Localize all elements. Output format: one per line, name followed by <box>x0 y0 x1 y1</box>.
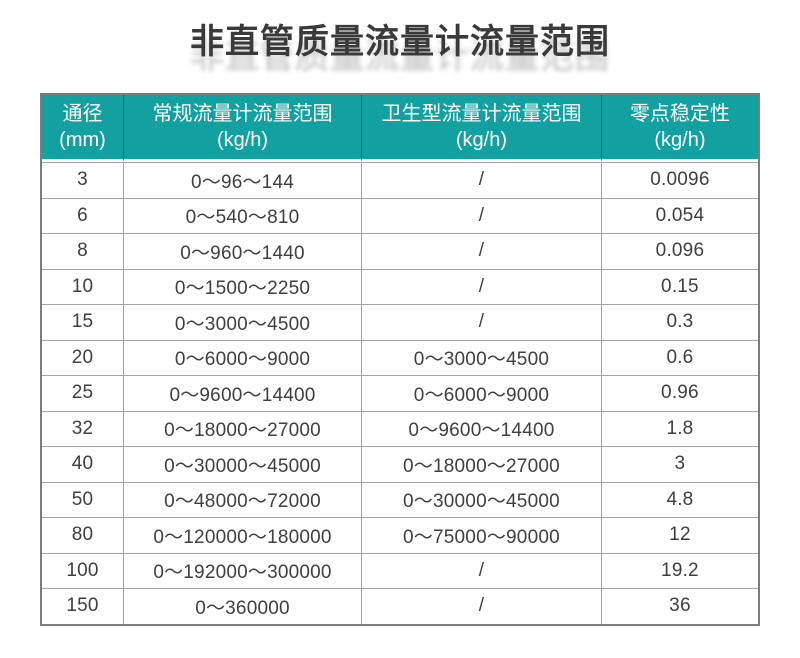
table-cell: 0.6 <box>601 339 758 375</box>
table-cell: 0.0096 <box>601 162 758 198</box>
table-cell: 0～96～144 <box>123 162 363 198</box>
table-cell: 8 <box>42 233 124 269</box>
table-cell: 0～30000～45000 <box>123 446 363 482</box>
header-label-line2: (kg/h) <box>654 129 706 151</box>
table-cell: 0～48000～72000 <box>123 481 363 517</box>
header-label-line2: (mm) <box>59 129 106 151</box>
table-cell: 0～75000～90000 <box>362 517 602 553</box>
table-cell: 19.2 <box>601 552 758 588</box>
table-cell: / <box>362 162 602 198</box>
header-label-line2: (kg/h) <box>216 129 269 151</box>
table-cell: 0～540～810 <box>123 197 363 233</box>
table-cell: 0～192000～300000 <box>123 552 363 588</box>
table-cell: 0～9600～14400 <box>123 375 363 411</box>
header-label-line2: (kg/h) <box>455 129 508 151</box>
table-row: 6 0～540～810/0.054 <box>42 197 758 233</box>
table-cell: / <box>362 268 602 304</box>
table-cell: 0～360000 <box>123 588 363 624</box>
table-cell: 0～18000～27000 <box>362 446 602 482</box>
header-cell-sanitary-range: 卫生型流量计流量范围 (kg/h) <box>362 95 602 162</box>
table-cell: 32 <box>42 410 124 446</box>
table-cell: 0.096 <box>601 233 758 269</box>
header-cell-standard-range: 常规流量计流量范围 (kg/h) <box>123 95 363 162</box>
table-cell: 3 <box>42 162 124 198</box>
table-cell: 1.8 <box>601 410 758 446</box>
table-row: 8 0～960～1440/0.096 <box>42 233 758 269</box>
header-label-line1: 卫生型流量计流量范围 <box>381 103 582 125</box>
table-cell: / <box>362 197 602 233</box>
table-row: 40 0～30000～45000 0～18000～27000 3 <box>42 446 758 482</box>
page-title: 非直管质量流量计流量范围 <box>190 23 610 61</box>
flow-range-table-grid: 通径 (mm) 常规流量计流量范围 (kg/h) 卫生型流量计流量范围 (kg/… <box>42 95 758 624</box>
table-cell: 50 <box>42 481 124 517</box>
table-cell: 6 <box>42 197 124 233</box>
table-row: 32 0～18000～27000 0～9600～14400 1.8 <box>42 410 758 446</box>
table-row: 20 0～6000～9000 0～3000～4500 0.6 <box>42 339 758 375</box>
table-row: 50 0～48000～72000 0～30000～45000 4.8 <box>42 481 758 517</box>
table-cell: 0～3000～4500 <box>362 339 602 375</box>
header-label-line1: 常规流量计流量范围 <box>152 103 333 125</box>
table-cell: 10 <box>42 268 124 304</box>
table-header-row: 通径 (mm) 常规流量计流量范围 (kg/h) 卫生型流量计流量范围 (kg/… <box>42 95 758 162</box>
table-cell: 0～6000～9000 <box>123 339 363 375</box>
table-cell: 0～6000～9000 <box>362 375 602 411</box>
table-cell: 0～960～1440 <box>123 233 363 269</box>
table-cell: / <box>362 304 602 340</box>
table-cell: 4.8 <box>601 481 758 517</box>
table-cell: 0.15 <box>601 268 758 304</box>
table-cell: 15 <box>42 304 124 340</box>
table-cell: 150 <box>42 588 124 624</box>
table-cell: 100 <box>42 552 124 588</box>
table-cell: 0.054 <box>601 197 758 233</box>
header-cell-diameter: 通径 (mm) <box>42 95 124 162</box>
table-row: 10 0～1500～2250/0.15 <box>42 268 758 304</box>
table-row: 25 0～9600～14400 0～6000～9000 0.96 <box>42 375 758 411</box>
table-cell: 36 <box>601 588 758 624</box>
table-row: 80 0～120000～180000 0～75000～90000 12 <box>42 517 758 553</box>
table-cell: 80 <box>42 517 124 553</box>
table-row: 150 0～360000/36 <box>42 588 758 624</box>
table-cell: 40 <box>42 446 124 482</box>
table-cell: / <box>362 233 602 269</box>
header-label-line1: 通径 <box>62 103 103 125</box>
table-cell: 12 <box>601 517 758 553</box>
table-cell: 0～1500～2250 <box>123 268 363 304</box>
header-cell-zero-stability: 零点稳定性 (kg/h) <box>601 95 758 162</box>
table-cell: 0～3000～4500 <box>123 304 363 340</box>
table-cell: 20 <box>42 339 124 375</box>
flow-range-table: 通径 (mm) 常规流量计流量范围 (kg/h) 卫生型流量计流量范围 (kg/… <box>40 93 760 626</box>
table-row: 3 0～96～144/0.0096 <box>42 162 758 198</box>
table-row: 100 0～192000～300000/19.2 <box>42 552 758 588</box>
table-cell: 0～30000～45000 <box>362 481 602 517</box>
table-cell: 0～120000～180000 <box>123 517 363 553</box>
table-cell: 0.96 <box>601 375 758 411</box>
header-label-line1: 零点稳定性 <box>629 103 730 125</box>
table-row: 15 0～3000～4500/0.3 <box>42 304 758 340</box>
table-cell: 0～18000～27000 <box>123 410 363 446</box>
table-cell: 0.3 <box>601 304 758 340</box>
table-body: 3 0～96～144/0.0096 6 0～540～810/0.054 8 0～960～1… <box>42 162 758 624</box>
table-cell: / <box>362 588 602 624</box>
table-cell: / <box>362 552 602 588</box>
table-cell: 3 <box>601 446 758 482</box>
table-cell: 0～9600～14400 <box>362 410 602 446</box>
table-cell: 25 <box>42 375 124 411</box>
